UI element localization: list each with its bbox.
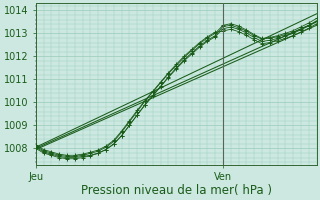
X-axis label: Pression niveau de la mer( hPa ): Pression niveau de la mer( hPa ) [81, 184, 272, 197]
